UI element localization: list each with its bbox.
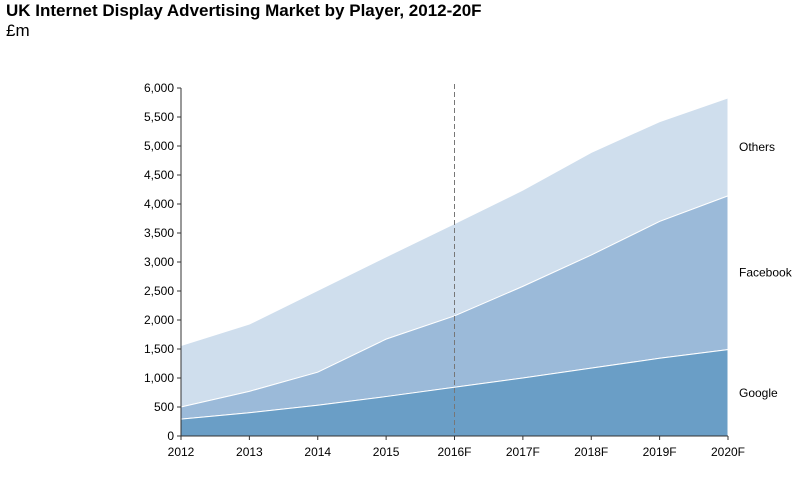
x-tick-label: 2018F <box>574 445 608 459</box>
chart-title: UK Internet Display Advertising Market b… <box>6 1 482 20</box>
x-tick-label: 2013 <box>236 445 263 459</box>
series-label-facebook: Facebook <box>739 266 793 280</box>
y-tick-label: 0 <box>167 429 174 443</box>
chart-subtitle: £m <box>6 21 30 40</box>
x-tick-label: 2014 <box>304 445 331 459</box>
y-tick-label: 3,000 <box>144 255 174 269</box>
x-tick-label: 2020F <box>711 445 745 459</box>
y-tick-label: 1,000 <box>144 371 174 385</box>
x-tick-label: 2016F <box>437 445 471 459</box>
y-tick-label: 2,000 <box>144 313 174 327</box>
x-tick-label: 2012 <box>168 445 195 459</box>
x-tick-label: 2017F <box>506 445 540 459</box>
series-label-others: Others <box>739 140 775 154</box>
y-tick-label: 2,500 <box>144 284 174 298</box>
y-tick-label: 500 <box>154 400 174 414</box>
y-tick-label: 4,000 <box>144 197 174 211</box>
series-label-google: Google <box>739 386 778 400</box>
y-tick-label: 5,500 <box>144 110 174 124</box>
y-tick-label: 4,500 <box>144 168 174 182</box>
y-tick-label: 6,000 <box>144 81 174 95</box>
x-tick-label: 2015 <box>373 445 400 459</box>
y-tick-label: 5,000 <box>144 139 174 153</box>
y-tick-label: 3,500 <box>144 226 174 240</box>
y-tick-label: 1,500 <box>144 342 174 356</box>
x-tick-label: 2019F <box>643 445 677 459</box>
